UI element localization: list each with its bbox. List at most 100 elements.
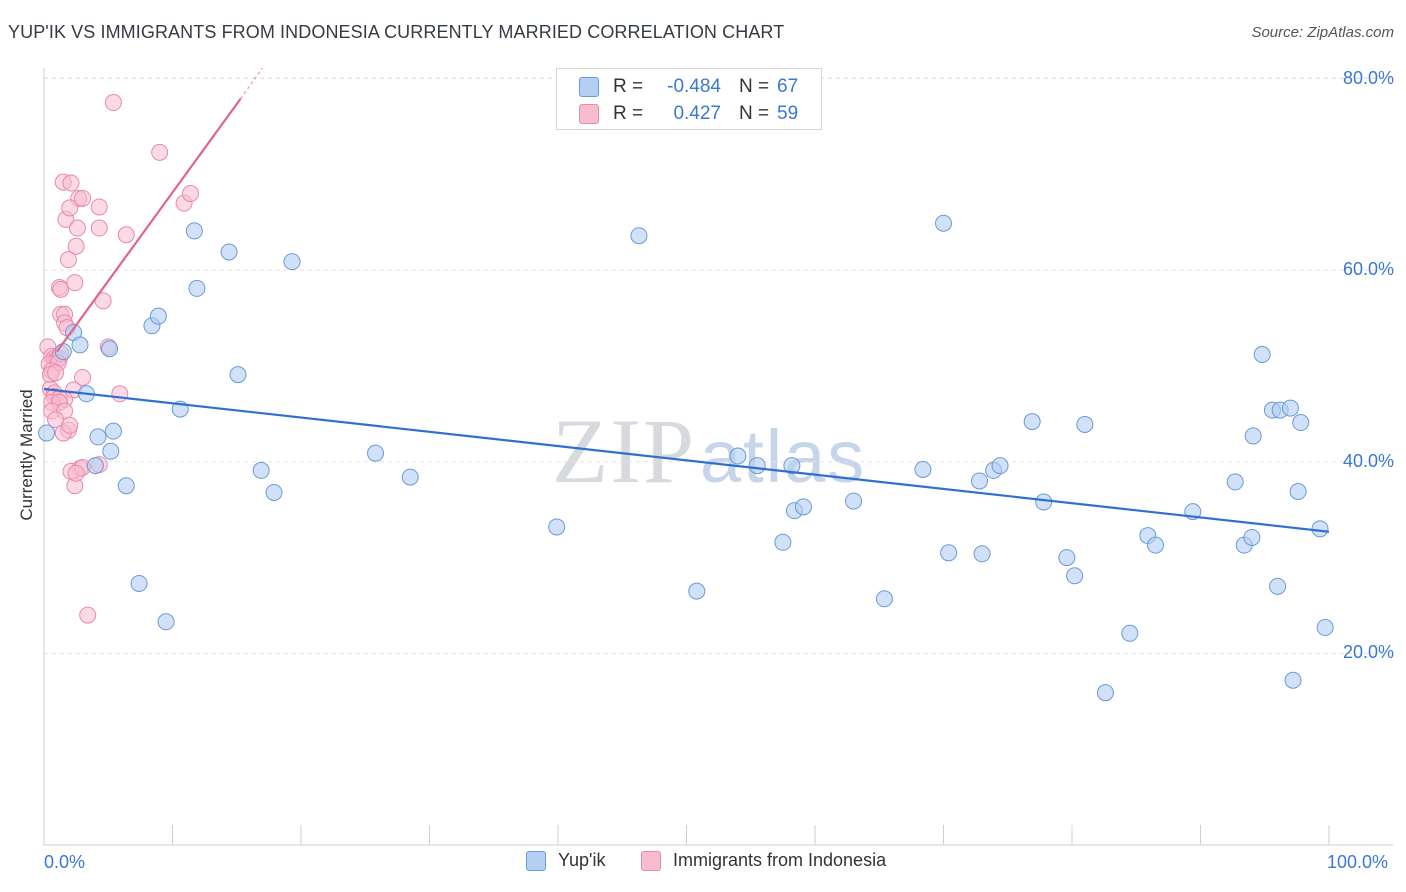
legend-label-indonesia: Immigrants from Indonesia bbox=[673, 850, 887, 870]
legend-swatch-pink bbox=[579, 104, 599, 124]
point-yupik-24 bbox=[548, 518, 566, 536]
point-yupik-6 bbox=[102, 442, 120, 460]
legend-swatch-pink bbox=[641, 850, 661, 871]
point-yupik-61 bbox=[1289, 482, 1307, 500]
series-yupik bbox=[38, 214, 1334, 702]
point-yupik-28 bbox=[774, 533, 792, 551]
point-yupik-3 bbox=[71, 336, 89, 354]
legend-n-label: N = bbox=[739, 76, 770, 97]
y-tick-label-80: 80.0% bbox=[1342, 67, 1394, 88]
axes bbox=[43, 68, 1393, 846]
legend-n-value: 59 bbox=[777, 103, 799, 124]
point-yupik-60 bbox=[1284, 671, 1302, 689]
point-indonesia-7 bbox=[74, 189, 92, 207]
point-yupik-46 bbox=[1096, 684, 1114, 702]
point-yupik-7 bbox=[104, 422, 122, 440]
point-indonesia-36 bbox=[74, 368, 92, 386]
point-yupik-34 bbox=[914, 460, 932, 478]
point-yupik-13 bbox=[157, 613, 175, 631]
point-yupik-0 bbox=[38, 424, 56, 442]
legend-label-yupik: Yup'ik bbox=[558, 850, 606, 870]
point-yupik-26 bbox=[688, 582, 706, 600]
point-yupik-18 bbox=[229, 366, 247, 384]
point-yupik-27 bbox=[748, 457, 766, 475]
point-yupik-8 bbox=[101, 340, 119, 358]
legend-r-value: -0.484 bbox=[667, 76, 721, 97]
point-yupik-44 bbox=[1066, 567, 1084, 585]
point-indonesia-35 bbox=[47, 364, 65, 382]
chart-title: YUP'IK VS IMMIGRANTS FROM INDONESIA CURR… bbox=[8, 22, 785, 42]
point-indonesia-18 bbox=[52, 280, 70, 298]
point-yupik-9 bbox=[117, 477, 135, 495]
trend-lines bbox=[43, 67, 1330, 533]
point-indonesia-5 bbox=[62, 174, 80, 192]
point-yupik-19 bbox=[252, 461, 270, 479]
point-indonesia-13 bbox=[117, 226, 135, 244]
point-yupik-20 bbox=[265, 483, 283, 501]
point-indonesia-39 bbox=[111, 385, 129, 403]
point-yupik-64 bbox=[1316, 619, 1334, 637]
point-yupik-47 bbox=[1121, 624, 1139, 642]
point-yupik-33 bbox=[875, 590, 893, 608]
point-yupik-37 bbox=[970, 472, 988, 490]
gridlines bbox=[44, 77, 1393, 654]
point-indonesia-12 bbox=[90, 219, 108, 237]
x-tick-label-min: 0.0% bbox=[44, 852, 86, 872]
point-yupik-54 bbox=[1244, 427, 1262, 445]
point-indonesia-10 bbox=[61, 199, 79, 217]
point-yupik-17 bbox=[220, 243, 238, 261]
series-immigrants-from-indonesia bbox=[39, 94, 199, 624]
point-indonesia-58 bbox=[67, 464, 85, 482]
point-yupik-45 bbox=[1076, 415, 1094, 433]
point-yupik-5 bbox=[89, 428, 107, 446]
point-indonesia-14 bbox=[67, 237, 85, 255]
point-yupik-38 bbox=[973, 545, 991, 563]
legend-row-indonesia: R = 0.427 N = 59 bbox=[557, 100, 798, 128]
point-yupik-29 bbox=[783, 457, 801, 475]
legend-swatch-blue bbox=[579, 77, 599, 97]
point-yupik-59 bbox=[1281, 399, 1299, 417]
correlation-legend: R = -0.484 N = 67 R = 0.427 N = 59 bbox=[556, 68, 822, 130]
legend-n-label: N = bbox=[739, 103, 770, 124]
point-yupik-12 bbox=[149, 307, 167, 325]
legend-r-label: R = bbox=[613, 103, 644, 124]
point-yupik-35 bbox=[935, 214, 952, 232]
point-yupik-31 bbox=[794, 498, 812, 516]
point-yupik-42 bbox=[1035, 493, 1053, 511]
y-tick-label-20: 20.0% bbox=[1342, 642, 1394, 663]
legend-row-yupik: R = -0.484 N = 67 bbox=[557, 73, 798, 101]
source-label: Source: ZipAtlas.com bbox=[1251, 24, 1394, 41]
point-yupik-43 bbox=[1058, 549, 1076, 567]
point-yupik-10 bbox=[130, 574, 148, 592]
point-yupik-51 bbox=[1226, 473, 1244, 491]
point-indonesia-19 bbox=[94, 292, 112, 310]
point-yupik-25 bbox=[630, 227, 648, 245]
point-yupik-62 bbox=[1292, 414, 1310, 432]
trend-line-indonesia bbox=[55, 98, 242, 353]
point-yupik-66 bbox=[86, 457, 104, 475]
point-yupik-65 bbox=[729, 447, 747, 465]
point-yupik-55 bbox=[1253, 346, 1271, 364]
legend-n-value: 67 bbox=[777, 76, 799, 97]
point-yupik-21 bbox=[283, 253, 301, 271]
point-yupik-15 bbox=[185, 222, 203, 240]
watermark-zip: ZIP bbox=[552, 400, 696, 502]
point-yupik-63 bbox=[1311, 520, 1329, 538]
point-indonesia-16 bbox=[66, 274, 84, 292]
point-yupik-49 bbox=[1147, 536, 1165, 554]
point-indonesia-51 bbox=[61, 416, 79, 434]
point-indonesia-0 bbox=[104, 94, 122, 112]
point-yupik-23 bbox=[401, 468, 419, 486]
point-indonesia-8 bbox=[90, 198, 108, 216]
legend-r-label: R = bbox=[613, 76, 644, 97]
watermark-atlas: atlas bbox=[700, 415, 867, 498]
trend-line-yupik bbox=[43, 387, 1330, 533]
point-indonesia-1 bbox=[151, 143, 169, 161]
y-tick-label-60: 60.0% bbox=[1342, 259, 1394, 280]
watermark: ZIP atlas bbox=[552, 398, 866, 504]
point-indonesia-11 bbox=[68, 219, 86, 237]
point-yupik-53 bbox=[1243, 528, 1261, 546]
point-indonesia-57 bbox=[79, 606, 97, 624]
bottom-legend-yupik: Yup'ik bbox=[526, 850, 605, 871]
